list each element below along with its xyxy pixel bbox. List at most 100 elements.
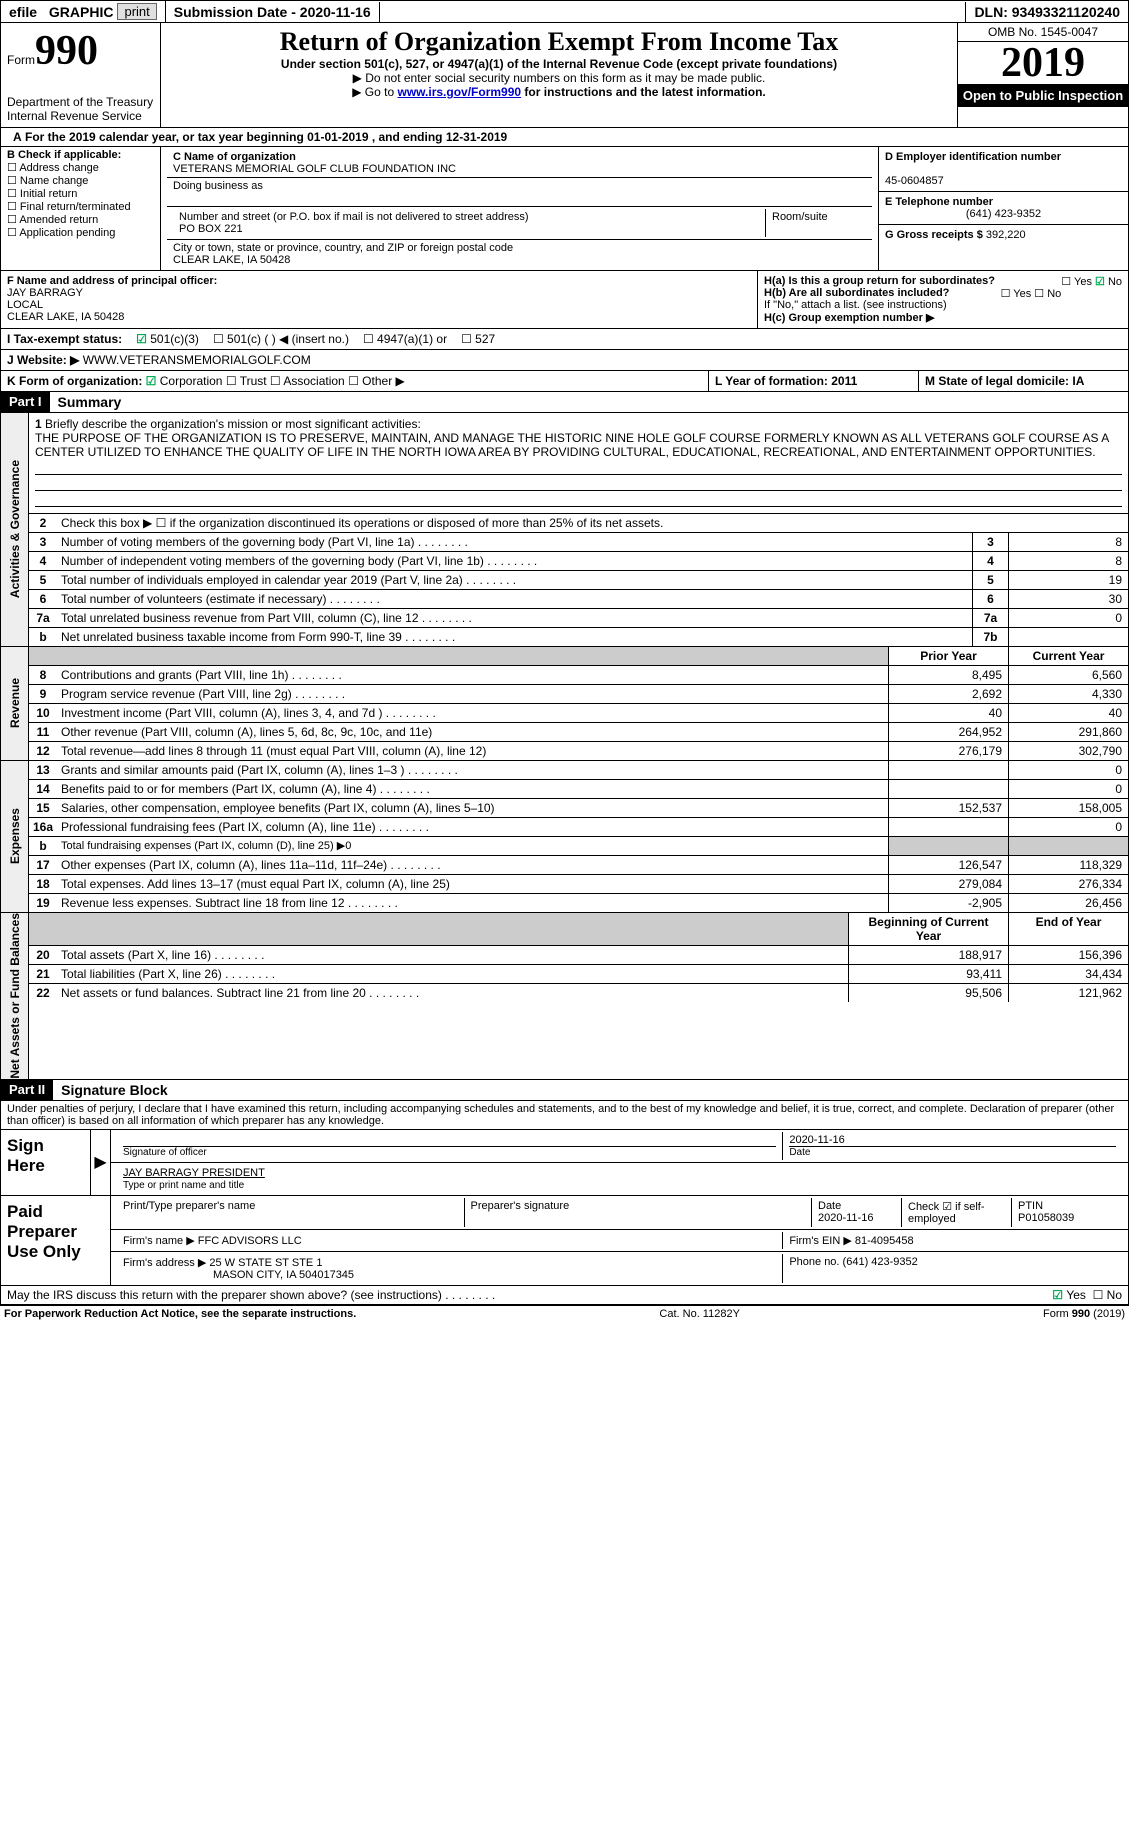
line-a: A For the 2019 calendar year, or tax yea… (0, 128, 1129, 147)
val-7b (1008, 628, 1128, 646)
year-formation: L Year of formation: 2011 (708, 371, 918, 391)
chk-trust[interactable]: Trust (226, 374, 267, 388)
section-netassets: Net Assets or Fund Balances Beginning of… (0, 913, 1129, 1080)
chk-name-change[interactable]: Name change (7, 174, 154, 187)
phone: (641) 423-9352 (885, 208, 1122, 220)
state-domicile: M State of legal domicile: IA (918, 371, 1128, 391)
discuss-row: May the IRS discuss this return with the… (0, 1286, 1129, 1305)
exp-p17: 126,547 (888, 856, 1008, 874)
exp-c19: 26,456 (1008, 894, 1128, 912)
box-c: C Name of organization VETERANS MEMORIAL… (161, 147, 878, 270)
instructions-link[interactable]: www.irs.gov/Form990 (397, 85, 521, 99)
chk-527[interactable]: 527 (461, 332, 495, 346)
val-5: 19 (1008, 571, 1128, 589)
dln: DLN: 93493321120240 (965, 2, 1128, 22)
section-expenses: Expenses 13Grants and similar amounts pa… (0, 761, 1129, 913)
form-title: Return of Organization Exempt From Incom… (169, 27, 949, 57)
paid-preparer-label: Paid Preparer Use Only (1, 1196, 111, 1285)
box-b: B Check if applicable: Address change Na… (1, 147, 161, 270)
val-6: 30 (1008, 590, 1128, 608)
tax-year: 2019 (958, 42, 1128, 84)
chk-final-return[interactable]: Final return/terminated (7, 200, 154, 213)
rev-p11: 264,952 (888, 723, 1008, 741)
val-3: 8 (1008, 533, 1128, 551)
rev-p8: 8,495 (888, 666, 1008, 684)
rev-p12: 276,179 (888, 742, 1008, 760)
exp-c18: 276,334 (1008, 875, 1128, 893)
exp-c16a: 0 (1008, 818, 1128, 836)
exp-c17: 118,329 (1008, 856, 1128, 874)
box-d: D Employer identification number45-06048… (878, 147, 1128, 270)
row-j: J Website: ▶ WWW.VETERANSMEMORIALGOLF.CO… (0, 350, 1129, 371)
exp-c13: 0 (1008, 761, 1128, 779)
box-f: F Name and address of principal officer:… (1, 271, 758, 328)
rev-c8: 6,560 (1008, 666, 1128, 684)
officer-name: JAY BARRAGY PRESIDENT (123, 1167, 265, 1179)
exp-p16a (888, 818, 1008, 836)
chk-4947[interactable]: 4947(a)(1) or (363, 332, 447, 346)
firm-addr1: 25 W STATE ST STE 1 (209, 1257, 322, 1269)
prep-date: 2020-11-16 (818, 1212, 873, 1224)
note-link: Go to www.irs.gov/Form990 for instructio… (169, 85, 949, 99)
discuss-no[interactable]: No (1093, 1288, 1122, 1302)
exp-p14 (888, 780, 1008, 798)
page-footer: For Paperwork Reduction Act Notice, see … (0, 1305, 1129, 1322)
na-e22: 121,962 (1008, 984, 1128, 1002)
public-inspection: Open to Public Inspection (958, 84, 1128, 107)
ha-yes[interactable]: Yes (1061, 276, 1092, 288)
exp-p18: 279,084 (888, 875, 1008, 893)
mission-text: THE PURPOSE OF THE ORGANIZATION IS TO PR… (35, 431, 1109, 459)
rev-c9: 4,330 (1008, 685, 1128, 703)
firm-phone: (641) 423-9352 (843, 1256, 918, 1268)
na-b22: 95,506 (848, 984, 1008, 1002)
gross-receipts: 392,220 (986, 229, 1026, 241)
exp-p13 (888, 761, 1008, 779)
efile-label: efile GRAPHIC print (1, 1, 166, 22)
chk-self-employed[interactable]: Check ☑ if self-employed (902, 1198, 1012, 1227)
ha-no[interactable]: No (1095, 276, 1122, 288)
chk-initial-return[interactable]: Initial return (7, 187, 154, 200)
chk-501c[interactable]: 501(c) ( ) ◀ (insert no.) (213, 332, 349, 346)
part1-header: Part I Summary (0, 392, 1129, 413)
sign-here-label: Sign Here (1, 1130, 91, 1195)
org-name: VETERANS MEMORIAL GOLF CLUB FOUNDATION I… (173, 163, 456, 175)
exp-p15: 152,537 (888, 799, 1008, 817)
chk-501c3[interactable]: 501(c)(3) (136, 332, 199, 346)
vtab-activities: Activities & Governance (8, 460, 22, 598)
section-activities: Activities & Governance 1 Briefly descri… (0, 413, 1129, 647)
section-fh: F Name and address of principal officer:… (0, 271, 1129, 329)
hb-yes[interactable]: Yes (1001, 288, 1032, 300)
rev-c12: 302,790 (1008, 742, 1128, 760)
exp-c15: 158,005 (1008, 799, 1128, 817)
form-header: Form990 Department of the Treasury Inter… (0, 23, 1129, 128)
na-e20: 156,396 (1008, 946, 1128, 964)
section-revenue: Revenue Prior YearCurrent Year 8Contribu… (0, 647, 1129, 761)
na-e21: 34,434 (1008, 965, 1128, 983)
vtab-netassets: Net Assets or Fund Balances (8, 913, 22, 1079)
vtab-revenue: Revenue (8, 678, 22, 728)
chk-app-pending[interactable]: Application pending (7, 226, 154, 239)
perjury-declaration: Under penalties of perjury, I declare th… (0, 1101, 1129, 1130)
website: WWW.VETERANSMEMORIALGOLF.COM (83, 353, 311, 367)
ptin: P01058039 (1018, 1212, 1074, 1224)
rev-c10: 40 (1008, 704, 1128, 722)
submission-date: Submission Date - 2020-11-16 (166, 2, 380, 22)
val-4: 8 (1008, 552, 1128, 570)
chk-amended[interactable]: Amended return (7, 213, 154, 226)
hb-no[interactable]: No (1034, 288, 1061, 300)
chk-corp[interactable]: Corporation (146, 374, 223, 388)
chk-assoc[interactable]: Association (270, 374, 345, 388)
form-number: 990 (35, 28, 98, 74)
discuss-yes[interactable]: Yes (1052, 1288, 1086, 1302)
dept-treasury: Department of the Treasury Internal Reve… (7, 95, 154, 123)
org-street: PO BOX 221 (179, 223, 243, 235)
chk-address-change[interactable]: Address change (7, 161, 154, 174)
chk-other[interactable]: Other ▶ (348, 374, 405, 388)
rev-c11: 291,860 (1008, 723, 1128, 741)
ein: 45-0604857 (885, 175, 944, 187)
print-button[interactable]: print (117, 3, 156, 20)
firm-name: FFC ADVISORS LLC (198, 1235, 302, 1247)
form-subtitle: Under section 501(c), 527, or 4947(a)(1)… (169, 57, 949, 71)
org-city: CLEAR LAKE, IA 50428 (173, 254, 290, 266)
rev-p10: 40 (888, 704, 1008, 722)
